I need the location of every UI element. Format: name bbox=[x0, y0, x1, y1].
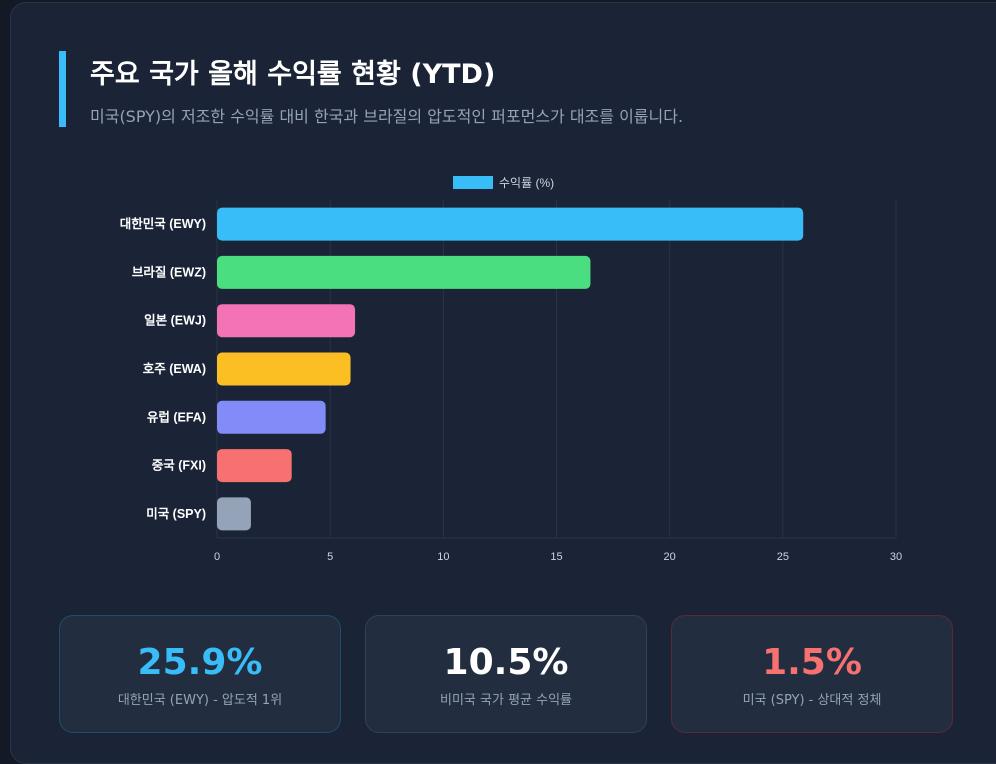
x-tick-label: 20 bbox=[664, 551, 676, 563]
page-subtitle: 미국(SPY)의 저조한 수익률 대비 한국과 브라질의 압도적인 퍼포먼스가 … bbox=[90, 107, 684, 126]
y-tick-label: 브라질 (EWZ) bbox=[132, 264, 206, 279]
stat-value: 25.9% bbox=[137, 642, 263, 683]
bar-6 bbox=[217, 497, 251, 531]
x-tick-label: 5 bbox=[327, 551, 333, 563]
bar-chart: 0 5 10 15 20 25 30 대한민국 (EWY) 브라질 (EWZ) 일본 (EWJ) 호… bbox=[120, 176, 902, 563]
stat-card-us: 1.5% 미국 (SPY) - 상대적 정체 bbox=[671, 615, 953, 733]
x-tick-label: 25 bbox=[777, 551, 789, 563]
y-tick-label: 유럽 (EFA) bbox=[147, 410, 206, 424]
bar-2 bbox=[217, 304, 356, 338]
legend-label: 수익률 (%) bbox=[499, 176, 554, 190]
title-accent-bar bbox=[59, 51, 66, 127]
bar-4 bbox=[217, 400, 326, 434]
bar-3 bbox=[217, 352, 351, 386]
y-tick-label: 중국 (FXI) bbox=[152, 459, 206, 473]
y-tick-label: 대한민국 (EWY) bbox=[120, 216, 206, 231]
legend-swatch bbox=[453, 176, 493, 189]
x-tick-label: 0 bbox=[214, 551, 220, 563]
stat-label: 대한민국 (EWY) - 압도적 1위 bbox=[117, 693, 283, 708]
stat-value: 10.5% bbox=[443, 642, 569, 683]
y-tick-label: 일본 (EWJ) bbox=[144, 314, 206, 328]
x-tick-label: 30 bbox=[890, 551, 902, 563]
y-tick-label: 호주 (EWA) bbox=[143, 362, 206, 376]
x-tick-label: 10 bbox=[437, 551, 449, 563]
stat-value: 1.5% bbox=[762, 642, 862, 683]
stat-label: 미국 (SPY) - 상대적 정체 bbox=[742, 693, 882, 708]
x-tick-label: 15 bbox=[550, 551, 562, 563]
bar-0 bbox=[217, 207, 804, 241]
bar-5 bbox=[217, 449, 292, 483]
stat-card-korea: 25.9% 대한민국 (EWY) - 압도적 1위 bbox=[59, 615, 341, 733]
bar-1 bbox=[217, 255, 591, 289]
y-tick-label: 미국 (SPY) bbox=[146, 506, 206, 521]
page-title: 주요 국가 올해 수익률 현황 (YTD) bbox=[90, 59, 496, 90]
stat-label: 비미국 국가 평균 수익률 bbox=[440, 693, 572, 708]
stat-card-average: 10.5% 비미국 국가 평균 수익률 bbox=[365, 615, 647, 733]
